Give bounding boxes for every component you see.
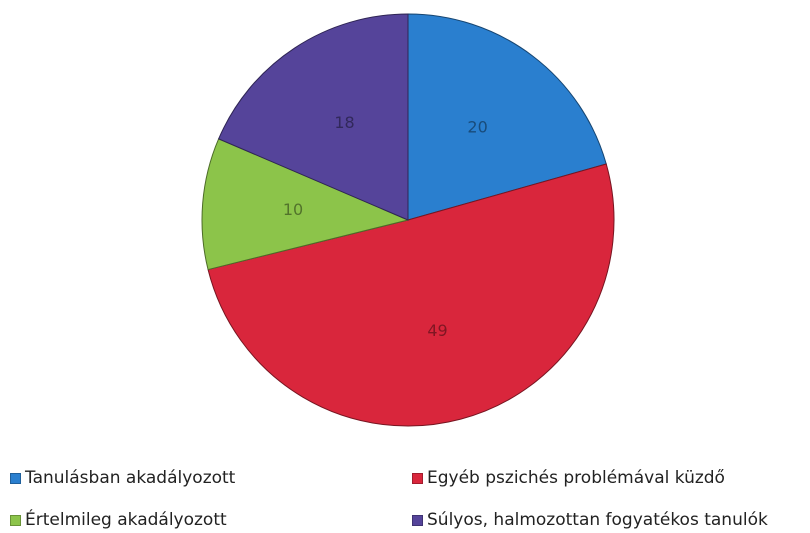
pie-slice-1 bbox=[207, 163, 615, 427]
legend-item-ertelmileg: Értelmileg akadályozott bbox=[10, 510, 227, 530]
pie-value-label-2: 10 bbox=[283, 200, 303, 219]
pie-value-label-3: 18 bbox=[334, 113, 354, 132]
pie-value-labels: 20 49 10 18 bbox=[283, 113, 488, 340]
legend-swatch-icon bbox=[412, 514, 423, 526]
pie-slices bbox=[201, 13, 615, 427]
legend-label: Súlyos, halmozottan fogyatékos tanulók bbox=[427, 510, 768, 530]
pie-value-label-0: 20 bbox=[467, 118, 487, 137]
pie-value-label-1: 49 bbox=[427, 321, 447, 340]
legend-item-egyeb: Egyéb pszichés problémával küzdő bbox=[412, 468, 725, 488]
legend-swatch-icon bbox=[412, 472, 423, 484]
legend-item-sulyos: Súlyos, halmozottan fogyatékos tanulók bbox=[412, 510, 768, 530]
pie-slice-0 bbox=[407, 13, 607, 221]
legend-swatch-icon bbox=[10, 514, 21, 526]
pie-slice-2 bbox=[201, 138, 410, 271]
legend-swatch-icon bbox=[10, 472, 21, 484]
legend-label: Értelmileg akadályozott bbox=[25, 510, 227, 530]
pie-slice-3 bbox=[217, 13, 409, 221]
legend-label: Tanulásban akadályozott bbox=[25, 468, 236, 488]
legend-label: Egyéb pszichés problémával küzdő bbox=[427, 468, 725, 488]
legend-item-tanulasban: Tanulásban akadályozott bbox=[10, 468, 235, 488]
